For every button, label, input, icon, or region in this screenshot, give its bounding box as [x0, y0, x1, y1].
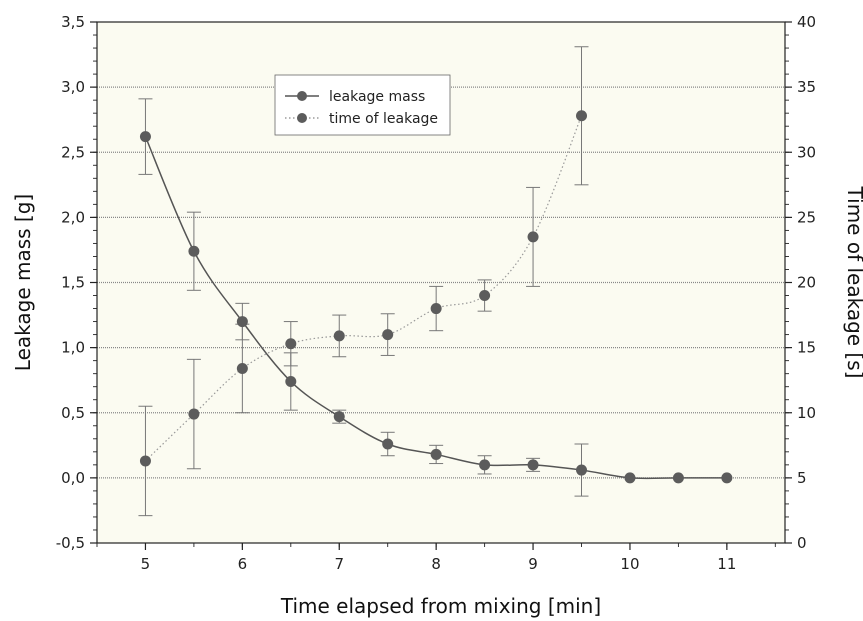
data-point-leakage-mass	[576, 464, 588, 476]
data-point-leakage-mass	[139, 131, 151, 143]
x-tick-label: 11	[717, 555, 736, 573]
y-right-tick-label: 5	[797, 469, 807, 487]
y-right-tick-label: 35	[797, 78, 816, 96]
legend: leakage mass time of leakage	[274, 74, 451, 136]
data-point-leakage-mass	[721, 472, 733, 484]
series-line-time-of-leakage	[145, 115, 583, 462]
y-right-tick-label: 0	[797, 534, 807, 552]
y-left-tick-label: 3,0	[61, 78, 85, 96]
data-point-time-of-leakage	[139, 455, 151, 467]
y-right-tick-label: 20	[797, 274, 816, 292]
y-left-tick-label: 0,5	[61, 404, 85, 422]
data-point-time-of-leakage	[479, 290, 491, 302]
data-point-time-of-leakage	[430, 303, 442, 315]
legend-marker-time-of-leakage	[297, 113, 307, 123]
y-left-tick-label: 2,5	[61, 143, 85, 161]
y-left-tick-label: 0,0	[61, 469, 85, 487]
data-point-leakage-mass	[527, 459, 539, 471]
x-tick-label: 10	[620, 555, 639, 573]
x-tick-label: 6	[238, 555, 248, 573]
legend-box	[274, 74, 451, 136]
legend-label-leakage-mass: leakage mass	[329, 89, 425, 105]
data-point-leakage-mass	[188, 245, 200, 257]
x-tick-label: 5	[141, 555, 151, 573]
y-right-tick-label: 40	[797, 13, 816, 31]
x-tick-label: 7	[334, 555, 344, 573]
x-tick-label: 8	[431, 555, 441, 573]
y-left-tick-label: 3,5	[61, 13, 85, 31]
axes: -0,5 0,0 0,5 1,0 1,5 2,0 2,5 3,0 3,5 0 5 10 15 20 25 30…	[56, 13, 816, 573]
y-axis-left-title: Leakage mass [g]	[11, 194, 35, 371]
y-left-tick-label: 1,0	[61, 339, 85, 357]
y-left-tick-label: -0,5	[56, 534, 85, 552]
y-right-tick-label: 30	[797, 143, 816, 161]
data-point-time-of-leakage	[333, 330, 345, 342]
data-point-leakage-mass	[333, 411, 345, 423]
x-axis-title: Time elapsed from mixing [min]	[280, 594, 601, 618]
data-point-leakage-mass	[430, 448, 442, 460]
data-point-leakage-mass	[479, 459, 491, 471]
data-point-time-of-leakage	[576, 110, 588, 122]
data-point-time-of-leakage	[527, 231, 539, 243]
data-point-leakage-mass	[624, 472, 636, 484]
data-point-time-of-leakage	[382, 329, 394, 341]
y-right-tick-label: 10	[797, 404, 816, 422]
y-left-tick-label: 1,5	[61, 274, 85, 292]
data-point-leakage-mass	[382, 438, 394, 450]
legend-marker-leakage-mass	[297, 91, 307, 101]
y-left-tick-label: 2,0	[61, 208, 85, 226]
y-axis-right-title: Time of leakage [s]	[843, 186, 863, 379]
legend-label-time-of-leakage: time of leakage	[329, 111, 438, 127]
data-point-time-of-leakage	[236, 362, 248, 374]
data-point-time-of-leakage	[188, 408, 200, 420]
data-point-leakage-mass	[236, 316, 248, 328]
data-point-leakage-mass	[285, 375, 297, 387]
y-right-tick-label: 25	[797, 208, 816, 226]
data-points	[139, 110, 733, 484]
x-tick-label: 9	[528, 555, 538, 573]
data-point-time-of-leakage	[285, 338, 297, 350]
grid-lines	[97, 86, 785, 479]
data-point-leakage-mass	[672, 472, 684, 484]
y-right-tick-label: 15	[797, 339, 816, 357]
